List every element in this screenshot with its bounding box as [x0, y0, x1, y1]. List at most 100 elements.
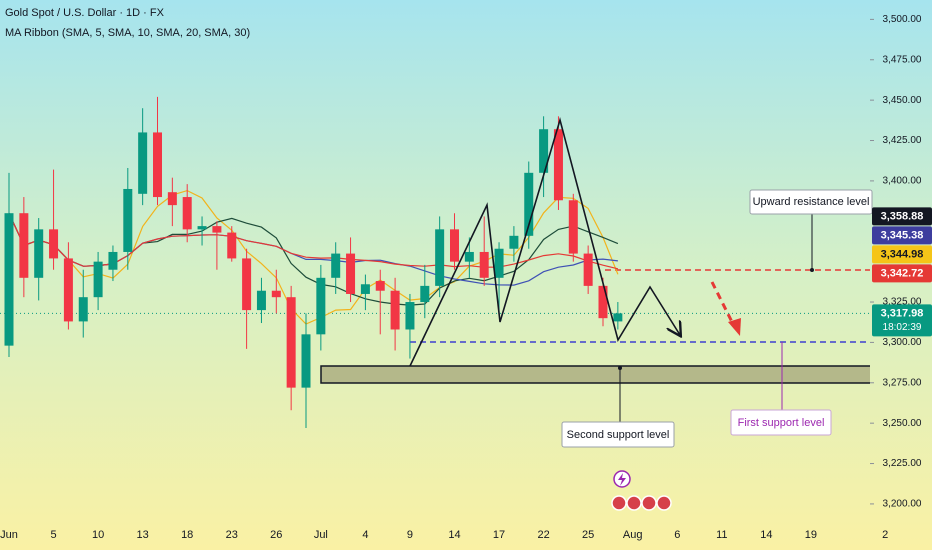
- event-icon-bolt: [618, 473, 626, 486]
- x-tick-label: 25: [582, 529, 594, 541]
- candle-body: [553, 129, 563, 201]
- price-label: 3,342.72: [881, 267, 924, 279]
- support-zone: [320, 365, 870, 384]
- callout-box: [561, 421, 675, 448]
- y-tick-label: 3,500.00: [883, 14, 922, 25]
- red-arrow-head: [728, 318, 741, 336]
- x-tick-label: 4: [362, 529, 368, 541]
- callout-box: [749, 189, 873, 215]
- y-tick-label: 3,400.00: [883, 176, 922, 187]
- resistance-label: Upward resistance level: [753, 196, 870, 208]
- x-tick-label: 18: [181, 529, 193, 541]
- candle-body: [435, 229, 445, 286]
- x-tick-label: 5: [50, 529, 56, 541]
- candle-body: [93, 261, 103, 298]
- candle-body: [63, 258, 73, 322]
- candle-body: [19, 213, 29, 278]
- candle-body: [167, 192, 177, 206]
- x-tick-label: 23: [226, 529, 238, 541]
- candle-body: [227, 232, 237, 259]
- candle-body: [509, 235, 519, 249]
- y-tick-label: 3,475.00: [883, 54, 922, 65]
- plot-area: [320, 269, 870, 384]
- candle-body: [494, 248, 504, 278]
- candle-body: [479, 251, 489, 278]
- candle-body: [256, 290, 266, 311]
- y-tick-label: 3,300.00: [883, 337, 922, 348]
- candle-body: [583, 253, 593, 286]
- candle-body: [197, 226, 207, 230]
- candles: [0, 96, 870, 429]
- indicator-legend: MA Ribbon (SMA, 5, SMA, 10, SMA, 20, SMA…: [5, 27, 250, 39]
- x-tick-label: 22: [537, 529, 549, 541]
- candle-body: [568, 200, 578, 254]
- candle-body: [360, 284, 370, 294]
- last-price-bg: [872, 304, 932, 337]
- candle-body: [390, 290, 400, 330]
- x-tick-label: 26: [270, 529, 282, 541]
- price-label-bg: [872, 264, 932, 283]
- candle-body: [405, 302, 415, 330]
- x-tick-label: 6: [674, 529, 680, 541]
- candle-body: [78, 297, 88, 322]
- candle-body: [138, 132, 148, 194]
- x-tick-label: 9: [407, 529, 413, 541]
- candle-body: [271, 290, 281, 298]
- price-label: 3,345.38: [881, 229, 924, 241]
- y-tick-label: 3,250.00: [883, 418, 922, 429]
- candle-body: [182, 197, 192, 230]
- y-tick-label: 3,450.00: [883, 95, 922, 106]
- x-tick-label: 19: [805, 529, 817, 541]
- candle-body: [34, 229, 44, 278]
- callout-dot: [810, 268, 814, 272]
- candle-body: [212, 226, 222, 233]
- calendar-icons[interactable]: [611, 495, 672, 511]
- x-tick-label: 13: [137, 529, 149, 541]
- y-tick-label: 3,225.00: [883, 458, 922, 469]
- candle-body: [464, 251, 474, 262]
- last-price-label: 3,317.98: [881, 307, 924, 319]
- candle-body: [524, 172, 534, 236]
- x-tick-label: 17: [493, 529, 505, 541]
- candle-body: [123, 188, 133, 252]
- callout-box: [730, 409, 832, 436]
- candle-body: [153, 132, 162, 198]
- y-tick-label: 3,325.00: [883, 297, 922, 308]
- x-tick-label: Aug: [623, 529, 643, 541]
- y-tick-label: 3,200.00: [883, 499, 922, 510]
- x-tick-label: Jul: [314, 529, 328, 541]
- first-support-label: First support level: [738, 417, 825, 429]
- candle-body: [450, 229, 459, 262]
- projection-path: [409, 117, 680, 367]
- x-tick-label: 2: [882, 529, 888, 541]
- price-label: 3,344.98: [881, 248, 924, 260]
- second-support-label: Second support level: [567, 429, 670, 441]
- countdown: 18:02:39: [883, 322, 922, 333]
- candle-body: [301, 334, 311, 388]
- candle-body: [4, 213, 14, 346]
- candle-body: [316, 277, 326, 335]
- candle-body: [375, 281, 385, 291]
- x-tick-label: 11: [716, 529, 727, 541]
- chart-title: Gold Spot / U.S. Dollar · 1D · FX: [5, 7, 165, 19]
- drawings: Upward resistance level Second support l…: [409, 117, 873, 511]
- candle-body: [242, 258, 252, 311]
- candle-body: [286, 297, 296, 388]
- x-tick-label: Jun: [0, 529, 18, 541]
- ma-line: [8, 189, 619, 325]
- candle-body: [539, 129, 549, 173]
- candle-body: [598, 285, 608, 319]
- candle-body: [108, 251, 118, 270]
- candle-body: [346, 253, 356, 294]
- candle-body: [49, 229, 59, 259]
- price-label-bg: [872, 226, 932, 245]
- axes: 3,200.00 3,225.00 3,250.00 3,275.00 3,300.00…: [0, 14, 932, 541]
- x-tick-label: 14: [448, 529, 460, 541]
- price-label: 3,358.88: [881, 210, 924, 222]
- y-tick-label: 3,275.00: [883, 377, 922, 388]
- x-tick-label: 14: [760, 529, 772, 541]
- price-label-bg: [872, 245, 932, 264]
- red-arrow-shaft: [710, 281, 737, 329]
